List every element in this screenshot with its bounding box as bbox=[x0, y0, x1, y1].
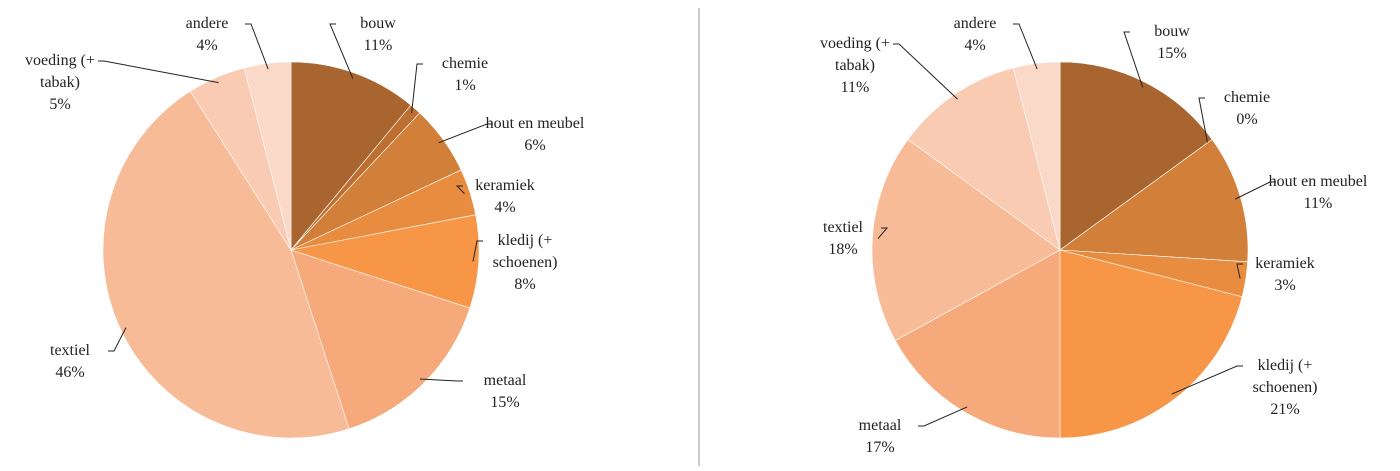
value-label: 11% bbox=[364, 37, 393, 54]
pie-slice bbox=[1059, 249, 1243, 439]
leader-line bbox=[1123, 31, 1144, 88]
leader-line bbox=[893, 43, 958, 100]
value-label: 15% bbox=[490, 394, 519, 411]
category-label: voeding (+ tabak) bbox=[820, 35, 890, 74]
value-label: 4% bbox=[196, 37, 217, 54]
category-label: kledij (+ schoenen) bbox=[1253, 357, 1318, 396]
leader-line bbox=[1198, 97, 1209, 143]
category-label: bouw bbox=[1154, 23, 1190, 40]
slice-label: textiel 18% bbox=[823, 219, 864, 258]
slice-label: bouw 15% bbox=[1154, 23, 1190, 62]
pie-slice bbox=[871, 139, 1061, 341]
leader-line bbox=[455, 185, 465, 194]
pie-slice bbox=[1059, 139, 1249, 263]
value-label: 4% bbox=[964, 37, 985, 54]
category-label: andere bbox=[954, 15, 997, 32]
value-label: 21% bbox=[1270, 401, 1299, 418]
pie-slice bbox=[102, 90, 350, 439]
leader-line bbox=[1234, 181, 1276, 200]
slice-label: voeding (+ tabak) 5% bbox=[25, 52, 95, 113]
value-label: 17% bbox=[865, 439, 894, 456]
category-label: chemie bbox=[1224, 89, 1270, 106]
slice-label: andere 4% bbox=[954, 15, 997, 54]
slice-label: kledij (+ schoenen) 8% bbox=[493, 232, 558, 293]
category-label: bouw bbox=[360, 15, 396, 32]
slice-label: kledij (+ schoenen) 21% bbox=[1253, 357, 1318, 418]
slice-label: bouw 11% bbox=[360, 15, 396, 54]
leader-line bbox=[245, 23, 269, 70]
leader-line bbox=[108, 327, 127, 352]
slice-label: chemie 0% bbox=[1224, 89, 1270, 128]
leader-line bbox=[1013, 23, 1038, 70]
pie-slice bbox=[1059, 61, 1213, 251]
leader-line bbox=[877, 227, 889, 239]
pie-slice bbox=[1012, 61, 1061, 251]
slice-label: andere 4% bbox=[186, 15, 229, 54]
category-label: keramiek bbox=[475, 177, 535, 194]
value-label: 11% bbox=[1304, 195, 1333, 212]
value-label: 3% bbox=[1274, 277, 1295, 294]
value-label: 8% bbox=[514, 276, 535, 293]
slice-label: voeding (+ tabak) 11% bbox=[820, 35, 890, 96]
category-label: textiel bbox=[823, 219, 864, 236]
leader-line bbox=[329, 23, 354, 79]
pie-slice bbox=[290, 249, 471, 430]
value-label: 11% bbox=[841, 79, 870, 96]
value-label: 6% bbox=[524, 137, 545, 154]
leader-line bbox=[472, 240, 483, 262]
pie-slice bbox=[290, 61, 412, 251]
value-label: 1% bbox=[454, 77, 475, 94]
slice-label: chemie 1% bbox=[442, 55, 488, 94]
slice-label: keramiek 4% bbox=[475, 177, 535, 216]
slice-label: keramiek 3% bbox=[1255, 255, 1315, 294]
leader-line bbox=[419, 378, 463, 382]
value-label: 15% bbox=[1157, 45, 1186, 62]
leader-line bbox=[1236, 263, 1243, 279]
pie-slice bbox=[243, 61, 292, 251]
leader-line bbox=[98, 60, 219, 84]
category-label: textiel bbox=[50, 342, 91, 359]
category-label: chemie bbox=[442, 55, 488, 72]
category-label: hout en meubel bbox=[1269, 173, 1368, 190]
leader-line bbox=[1171, 365, 1243, 395]
slice-label: metaal 15% bbox=[484, 372, 527, 411]
pie-slice bbox=[907, 67, 1061, 251]
category-label: keramiek bbox=[1255, 255, 1315, 272]
value-label: 18% bbox=[828, 241, 857, 258]
category-label: kledij (+ schoenen) bbox=[493, 232, 558, 271]
value-label: 0% bbox=[1236, 111, 1257, 128]
slice-label: hout en meubel 6% bbox=[486, 115, 585, 154]
value-label: 5% bbox=[49, 96, 70, 113]
slice-label: hout en meubel 11% bbox=[1269, 173, 1368, 212]
leader-line bbox=[438, 123, 493, 144]
category-label: voeding (+ tabak) bbox=[25, 52, 95, 91]
pie-slice bbox=[894, 249, 1061, 439]
slice-label: metaal 17% bbox=[859, 417, 902, 456]
category-label: metaal bbox=[484, 372, 527, 389]
value-label: 4% bbox=[494, 199, 515, 216]
leader-line bbox=[918, 406, 968, 427]
category-label: metaal bbox=[859, 417, 902, 434]
category-label: andere bbox=[186, 15, 229, 32]
slice-label: textiel 46% bbox=[50, 342, 91, 381]
leader-line bbox=[411, 63, 423, 114]
value-label: 46% bbox=[55, 364, 84, 381]
pie-slice bbox=[290, 214, 480, 309]
category-label: hout en meubel bbox=[486, 115, 585, 132]
